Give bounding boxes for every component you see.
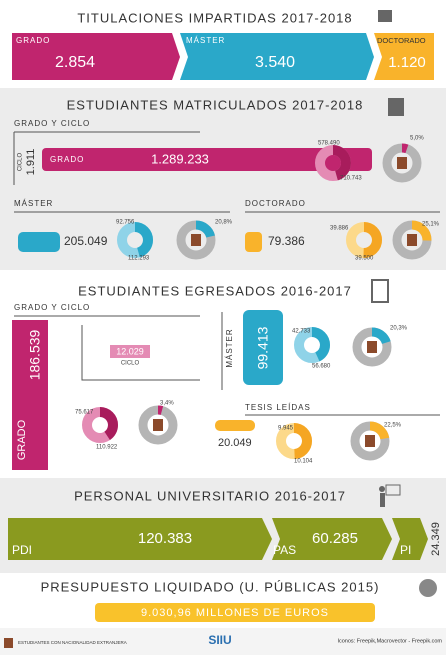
- foreign-pct: 20,3%: [390, 326, 408, 332]
- logo: SIIU: [208, 633, 231, 647]
- credits: Iconos: Freepik,Macrovector - Freepik.co…: [337, 638, 442, 644]
- donut-label: 39.886: [330, 226, 349, 232]
- donut-label: 578.490: [318, 141, 340, 147]
- grado-box: [12, 33, 180, 80]
- value: 9.030,96 MILLONES DE EUROS: [141, 607, 329, 619]
- value: 1.289.233: [151, 151, 209, 166]
- doctorado-box: [374, 33, 434, 80]
- label: MÁSTER: [186, 36, 225, 45]
- value: 1.911: [25, 149, 37, 176]
- donut-label: 9.945: [278, 426, 294, 432]
- donut-label: 39.500: [355, 256, 374, 262]
- value: 12.029: [116, 346, 144, 356]
- value: 99.413: [255, 326, 271, 369]
- donut-label: 112.293: [128, 256, 150, 262]
- label: GRADO: [16, 419, 28, 460]
- value: 2.854: [55, 54, 95, 71]
- label: DOCTORADO: [377, 36, 426, 45]
- value: 60.285: [312, 530, 358, 547]
- legend: ESTUDIANTES CON NACIONALIDAD EXTRANJERA: [18, 640, 127, 645]
- section-title: PRESUPUESTO LIQUIDADO (U. PÚBLICAS 2015): [41, 579, 380, 594]
- label: GRADO: [50, 155, 84, 164]
- foreign-pct: 3,4%: [160, 401, 174, 407]
- subtitle: MÁSTER: [14, 199, 53, 208]
- value: 24.349: [430, 522, 442, 556]
- label: GRADO: [16, 36, 50, 45]
- value: 120.383: [138, 530, 192, 547]
- donut-label: 92.756: [116, 220, 135, 226]
- foreign-pct: 22,5%: [384, 423, 402, 429]
- value: 186.539: [27, 329, 43, 380]
- section-title: ESTUDIANTES EGRESADOS 2016-2017: [78, 283, 352, 298]
- master-box: [180, 33, 374, 80]
- donut-label: 75.617: [75, 410, 94, 416]
- label: MÁSTER: [225, 328, 234, 367]
- donut-label: 56.680: [312, 364, 331, 370]
- value: 20.049: [218, 437, 252, 449]
- subtitle: GRADO Y CICLO: [14, 119, 90, 128]
- foreign-pct: 25,1%: [422, 222, 440, 228]
- subtitle: GRADO Y CICLO: [14, 303, 90, 312]
- donut-label: 42.733: [292, 329, 311, 335]
- label: CICLO: [121, 361, 140, 367]
- donut-label: 710.743: [340, 176, 362, 182]
- donut-label: 10.104: [294, 459, 313, 465]
- value: 1.120: [388, 54, 426, 71]
- foreign-pct: 5,0%: [410, 136, 424, 142]
- label: CICLO: [18, 153, 24, 172]
- section-title: PERSONAL UNIVERSITARIO 2016-2017: [74, 488, 346, 503]
- section-title: ESTUDIANTES MATRICULADOS 2017-2018: [67, 97, 364, 112]
- label: PAS: [273, 543, 296, 557]
- section-title: TITULACIONES IMPARTIDAS 2017-2018: [77, 10, 352, 25]
- subtitle: DOCTORADO: [245, 199, 306, 208]
- label: PDI: [12, 543, 32, 557]
- label: PI: [400, 543, 411, 557]
- foreign-pct: 20,8%: [215, 220, 233, 226]
- value: 3.540: [255, 54, 295, 71]
- subtitle: TESIS LEÍDAS: [245, 403, 311, 412]
- donut-label: 110.922: [96, 445, 118, 451]
- value: 79.386: [268, 234, 305, 248]
- value: 205.049: [64, 234, 108, 248]
- grado-bar: [42, 148, 372, 171]
